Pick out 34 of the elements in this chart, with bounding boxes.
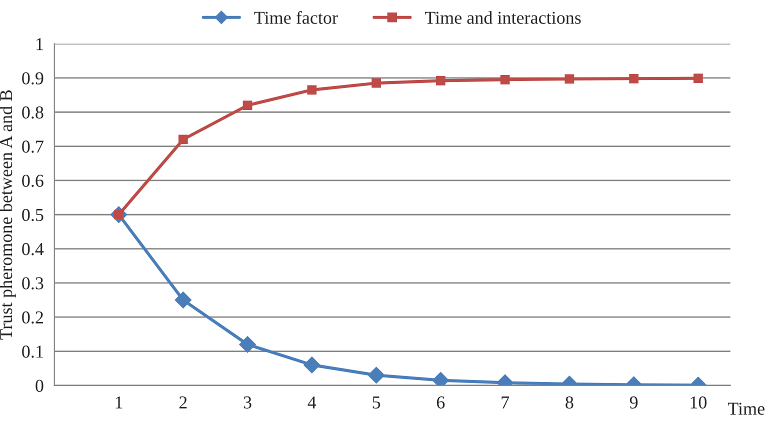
x-tick-label: 3 (244, 396, 252, 409)
point (564, 74, 574, 84)
y-tick-label: 0.8 (22, 106, 44, 119)
point (307, 85, 317, 95)
legend-label: Time factor (254, 10, 338, 24)
x-tick-label: 8 (566, 396, 574, 409)
x-tick-label: 9 (630, 396, 638, 409)
point (500, 74, 510, 84)
y-tick-label: 0.3 (22, 277, 44, 290)
y-tick-label: 0.1 (22, 346, 43, 358)
x-tick-label: 2 (179, 396, 187, 408)
x-tick-label: 5 (372, 396, 380, 409)
point (174, 292, 192, 308)
x-tick-label: 7 (502, 396, 510, 408)
y-tick-label: 0.4 (22, 243, 44, 256)
y-tick-label: 0 (36, 380, 44, 392)
y-tick-label: 0.9 (22, 72, 44, 84)
y-tick-label: 0.6 (22, 174, 44, 187)
point (629, 74, 638, 84)
y-tick-label: 0.5 (22, 208, 44, 222)
x-tick-label: 10 (690, 396, 707, 409)
x-axis-title: Time (728, 402, 764, 415)
point (178, 134, 188, 144)
x-tick-label: 1 (116, 396, 122, 408)
y-tick-label: 0.2 (22, 311, 43, 324)
legend-label: Time and interactions (424, 11, 581, 24)
x-tick-label: 6 (436, 396, 445, 409)
point (436, 76, 446, 86)
point (372, 78, 381, 88)
y-tick-label: 1 (36, 38, 43, 50)
x-tick-label: 4 (308, 396, 316, 408)
point (694, 74, 703, 83)
point (242, 100, 252, 110)
y-tick-label: 0.7 (22, 140, 44, 153)
